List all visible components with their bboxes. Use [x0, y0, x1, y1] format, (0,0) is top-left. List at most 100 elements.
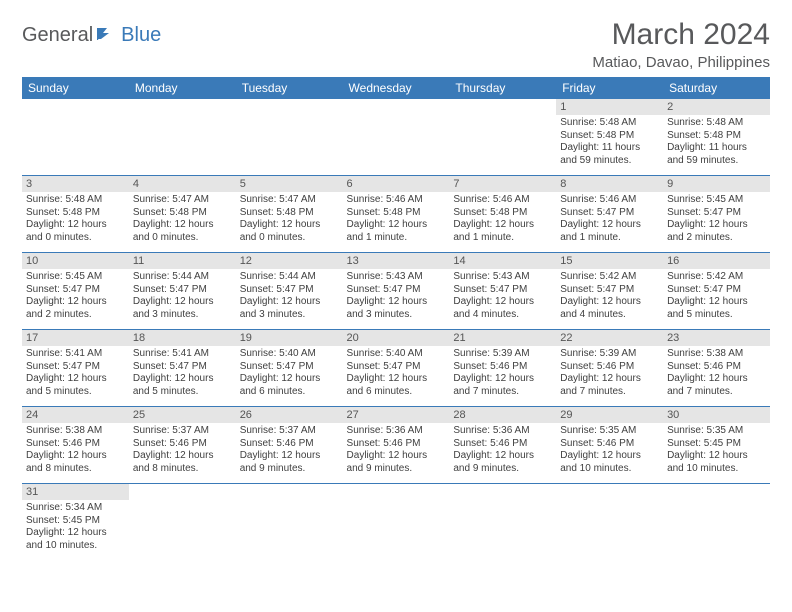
- day-number: 21: [449, 330, 556, 346]
- sunset-text: Sunset: 5:46 PM: [347, 438, 446, 451]
- sunset-text: Sunset: 5:46 PM: [560, 361, 659, 374]
- sunset-text: Sunset: 5:46 PM: [453, 438, 552, 451]
- sunrise-text: Sunrise: 5:41 AM: [133, 348, 232, 361]
- dayname-header: Tuesday: [236, 77, 343, 99]
- sunset-text: Sunset: 5:47 PM: [347, 284, 446, 297]
- header: General Blue March 2024 Matiao, Davao, P…: [22, 18, 770, 71]
- logo: General Blue: [22, 24, 161, 47]
- day-details: Sunrise: 5:46 AMSunset: 5:48 PMDaylight:…: [449, 192, 556, 248]
- daylight-text: Daylight: 12 hours and 6 minutes.: [347, 373, 446, 398]
- sunrise-text: Sunrise: 5:44 AM: [133, 271, 232, 284]
- day-number: 17: [22, 330, 129, 346]
- calendar-cell: 4Sunrise: 5:47 AMSunset: 5:48 PMDaylight…: [129, 176, 236, 253]
- logo-word-2: Blue: [121, 24, 161, 47]
- daylight-text: Daylight: 12 hours and 10 minutes.: [667, 450, 766, 475]
- calendar-cell: [449, 484, 556, 557]
- dayname-header: Thursday: [449, 77, 556, 99]
- day-number: 23: [663, 330, 770, 346]
- sunrise-text: Sunrise: 5:39 AM: [560, 348, 659, 361]
- daylight-text: Daylight: 12 hours and 9 minutes.: [347, 450, 446, 475]
- daylight-text: Daylight: 12 hours and 5 minutes.: [26, 373, 125, 398]
- sunrise-text: Sunrise: 5:35 AM: [667, 425, 766, 438]
- day-details: Sunrise: 5:48 AMSunset: 5:48 PMDaylight:…: [22, 192, 129, 248]
- day-number: 13: [343, 253, 450, 269]
- calendar-cell: 6Sunrise: 5:46 AMSunset: 5:48 PMDaylight…: [343, 176, 450, 253]
- calendar-cell: [343, 484, 450, 557]
- sunrise-text: Sunrise: 5:48 AM: [560, 117, 659, 130]
- calendar-cell: 14Sunrise: 5:43 AMSunset: 5:47 PMDayligh…: [449, 253, 556, 330]
- calendar-cell: 26Sunrise: 5:37 AMSunset: 5:46 PMDayligh…: [236, 407, 343, 484]
- sunset-text: Sunset: 5:47 PM: [240, 284, 339, 297]
- sunset-text: Sunset: 5:45 PM: [26, 515, 125, 528]
- sunset-text: Sunset: 5:46 PM: [667, 361, 766, 374]
- sunrise-text: Sunrise: 5:37 AM: [133, 425, 232, 438]
- calendar-cell: 20 Sunrise: 5:40 AMSunset: 5:47 PMDayligh…: [343, 330, 450, 407]
- day-number: 27: [343, 407, 450, 423]
- calendar-week: 3Sunrise: 5:48 AMSunset: 5:48 PMDaylight…: [22, 176, 770, 253]
- sunrise-text: Sunrise: 5:48 AM: [26, 194, 125, 207]
- day-number: 26: [236, 407, 343, 423]
- day-details: Sunrise: 5:41 AMSunset: 5:47 PMDaylight:…: [22, 346, 129, 402]
- day-number: 20: [343, 330, 450, 346]
- sunrise-text: Sunrise: 5:44 AM: [240, 271, 339, 284]
- day-number: 22: [556, 330, 663, 346]
- sunset-text: Sunset: 5:48 PM: [133, 207, 232, 220]
- day-number: 8: [556, 176, 663, 192]
- sunset-text: Sunset: 5:48 PM: [560, 130, 659, 143]
- sunrise-text: Sunrise: 5:46 AM: [453, 194, 552, 207]
- page-title: March 2024: [592, 18, 770, 52]
- daylight-text: Daylight: 12 hours and 2 minutes.: [667, 219, 766, 244]
- daylight-text: Daylight: 12 hours and 3 minutes.: [347, 296, 446, 321]
- sunrise-text: Sunrise: 5:38 AM: [667, 348, 766, 361]
- calendar-cell: 11Sunrise: 5:44 AMSunset: 5:47 PMDayligh…: [129, 253, 236, 330]
- title-block: March 2024 Matiao, Davao, Philippines: [592, 18, 770, 71]
- calendar-cell: 1Sunrise: 5:48 AMSunset: 5:48 PMDaylight…: [556, 99, 663, 176]
- sunrise-text: Sunrise: 5:48 AM: [667, 117, 766, 130]
- sunset-text: Sunset: 5:48 PM: [240, 207, 339, 220]
- sunrise-text: Sunrise: 5:43 AM: [347, 271, 446, 284]
- sunset-text: Sunset: 5:47 PM: [560, 284, 659, 297]
- calendar-cell: 25Sunrise: 5:37 AMSunset: 5:46 PMDayligh…: [129, 407, 236, 484]
- daylight-text: Daylight: 12 hours and 0 minutes.: [240, 219, 339, 244]
- sunrise-text: Sunrise: 5:42 AM: [667, 271, 766, 284]
- calendar-cell: 7Sunrise: 5:46 AMSunset: 5:48 PMDaylight…: [449, 176, 556, 253]
- day-number: 25: [129, 407, 236, 423]
- day-number: 24: [22, 407, 129, 423]
- day-details: Sunrise: 5:46 AMSunset: 5:47 PMDaylight:…: [556, 192, 663, 248]
- calendar-cell: 23 Sunrise: 5:38 AMSunset: 5:46 PMDayligh…: [663, 330, 770, 407]
- dayname-header: Friday: [556, 77, 663, 99]
- day-details: Sunrise: 5:34 AMSunset: 5:45 PMDaylight:…: [22, 500, 129, 556]
- calendar-cell: [129, 99, 236, 176]
- sunset-text: Sunset: 5:46 PM: [26, 438, 125, 451]
- calendar-week: 31Sunrise: 5:34 AMSunset: 5:45 PMDayligh…: [22, 484, 770, 557]
- daylight-text: Daylight: 12 hours and 4 minutes.: [453, 296, 552, 321]
- sunrise-text: Sunrise: 5:38 AM: [26, 425, 125, 438]
- location-label: Matiao, Davao, Philippines: [592, 54, 770, 71]
- day-details: Sunrise: 5:45 AMSunset: 5:47 PMDaylight:…: [22, 269, 129, 325]
- sunset-text: Sunset: 5:47 PM: [347, 361, 446, 374]
- sunset-text: Sunset: 5:46 PM: [133, 438, 232, 451]
- calendar-cell: 17Sunrise: 5:41 AMSunset: 5:47 PMDayligh…: [22, 330, 129, 407]
- sunset-text: Sunset: 5:47 PM: [453, 284, 552, 297]
- calendar-cell: 21Sunrise: 5:39 AMSunset: 5:46 PMDayligh…: [449, 330, 556, 407]
- day-details: Sunrise: 5:37 AMSunset: 5:46 PMDaylight:…: [129, 423, 236, 479]
- sunset-text: Sunset: 5:48 PM: [26, 207, 125, 220]
- dayname-header: Saturday: [663, 77, 770, 99]
- daylight-text: Daylight: 12 hours and 1 minute.: [453, 219, 552, 244]
- day-number: 29: [556, 407, 663, 423]
- day-details: Sunrise: 5:48 AMSunset: 5:48 PMDaylight:…: [556, 115, 663, 171]
- sunrise-text: Sunrise: 5:40 AM: [347, 348, 446, 361]
- sunrise-text: Sunrise: 5:43 AM: [453, 271, 552, 284]
- daylight-text: Daylight: 11 hours and 59 minutes.: [667, 142, 766, 167]
- daylight-text: Daylight: 12 hours and 0 minutes.: [133, 219, 232, 244]
- day-details: Sunrise: 5:44 AMSunset: 5:47 PMDaylight:…: [129, 269, 236, 325]
- calendar-cell: 13 Sunrise: 5:43 AMSunset: 5:47 PMDayligh…: [343, 253, 450, 330]
- logo-word-1: General: [22, 24, 93, 47]
- daylight-text: Daylight: 12 hours and 7 minutes.: [667, 373, 766, 398]
- daylight-text: Daylight: 12 hours and 2 minutes.: [26, 296, 125, 321]
- calendar-cell: [129, 484, 236, 557]
- sunrise-text: Sunrise: 5:46 AM: [560, 194, 659, 207]
- day-number: 28: [449, 407, 556, 423]
- day-details: Sunrise: 5:37 AMSunset: 5:46 PMDaylight:…: [236, 423, 343, 479]
- sunset-text: Sunset: 5:45 PM: [667, 438, 766, 451]
